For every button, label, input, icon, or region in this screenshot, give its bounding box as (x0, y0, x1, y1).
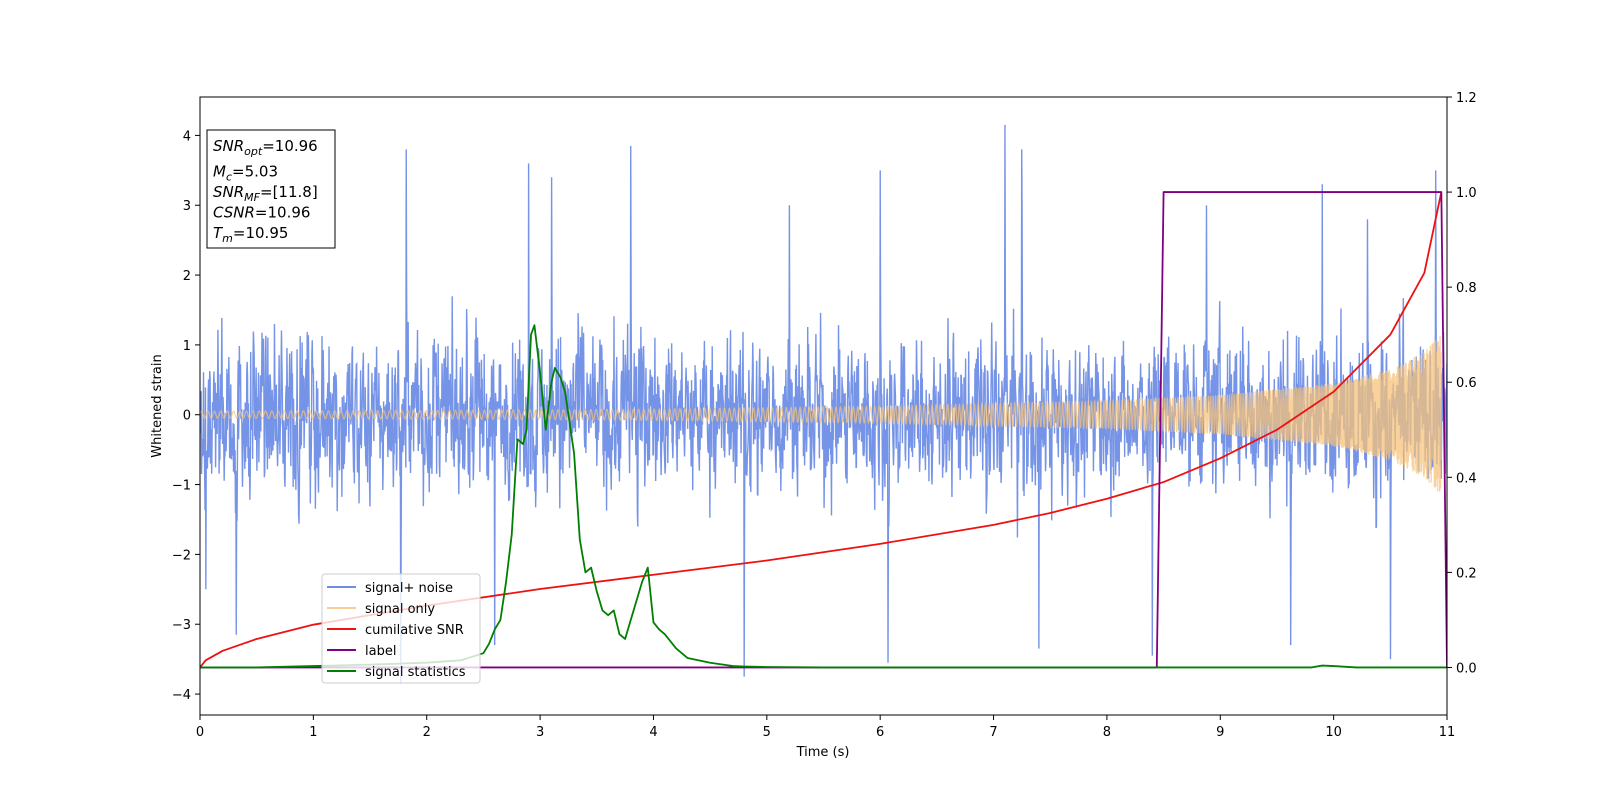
y-right-tick-label: 0.8 (1456, 281, 1477, 296)
y-right-tick-label: 0.4 (1456, 471, 1477, 486)
legend-label: signal only (365, 602, 435, 617)
x-tick-label: 2 (423, 725, 431, 740)
y-axis-left: −4 −3 −2 −1 0 1 2 3 4 (172, 129, 200, 703)
x-tick-label: 6 (876, 725, 884, 740)
info-line: Tm=10.95 (213, 224, 288, 245)
info-line: CSNR=10.96 (213, 204, 310, 222)
x-tick-label: 7 (989, 725, 997, 740)
info-subscript: c (226, 171, 232, 184)
y-left-tick-label: 0 (183, 409, 191, 424)
info-box-frame (206, 129, 336, 249)
legend-label: cumilative SNR (365, 623, 464, 638)
info-symbol: SNR (213, 137, 244, 155)
y-left-tick-label: −4 (172, 688, 191, 703)
x-tick-label: 4 (649, 725, 657, 740)
x-tick-label: 0 (196, 725, 204, 740)
legend-label: label (365, 644, 396, 659)
x-tick-label: 11 (1439, 725, 1456, 740)
x-tick-label: 1 (309, 725, 317, 740)
y-left-tick-label: −1 (172, 479, 191, 494)
y-right-tick-label: 1.2 (1456, 91, 1477, 106)
x-tick-label: 8 (1103, 725, 1111, 740)
info-line: SNRMF=[11.8] (213, 183, 318, 204)
y-right-tick-label: 0.6 (1456, 376, 1477, 391)
info-symbol: SNR (213, 183, 244, 201)
legend-frame (321, 573, 481, 684)
y-left-tick-label: −2 (172, 548, 191, 563)
info-line: SNRopt=10.96 (213, 137, 318, 158)
legend: signal+ noise signal only cumilative SNR la… (321, 573, 481, 684)
y-axis-label: Whitened strain (150, 354, 165, 457)
legend-label: signal statistics (365, 665, 466, 680)
y-left-tick-label: 2 (183, 269, 191, 284)
info-annotation-box: SNRopt=10.96Mc=5.03SNRMF=[11.8]CSNR=10.9… (206, 129, 336, 249)
line-series-group (200, 191, 1447, 669)
x-tick-label: 5 (763, 725, 771, 740)
signal-only-line (200, 335, 1442, 492)
plot-area (200, 124, 1447, 684)
info-value: =10.96 (255, 204, 311, 222)
info-subscript: opt (244, 145, 263, 158)
x-tick-label: 10 (1325, 725, 1342, 740)
x-tick-label: 3 (536, 725, 544, 740)
signal-statistics-line (200, 324, 1447, 669)
y-right-tick-label: 1.0 (1456, 186, 1477, 201)
y-axis-right: 0.0 0.2 0.4 0.6 0.8 1.0 1.2 (1447, 91, 1477, 676)
cumilative-snr-line (200, 191, 1443, 669)
info-subscript: m (222, 232, 233, 245)
x-axis: 0 1 2 3 4 5 6 7 8 9 10 11 (196, 715, 1455, 740)
legend-label: signal+ noise (365, 581, 453, 596)
info-value: =10.96 (262, 137, 318, 155)
info-symbol: T (213, 224, 224, 242)
plot-frame (199, 96, 1448, 716)
x-tick-label: 9 (1216, 725, 1224, 740)
y-right-tick-label: 0.2 (1456, 566, 1477, 581)
info-line: Mc=5.03 (213, 163, 278, 184)
y-left-tick-label: 1 (183, 339, 191, 354)
info-symbol: CSNR (213, 204, 255, 222)
info-value: =5.03 (232, 163, 278, 181)
y-left-tick-label: 4 (183, 129, 191, 144)
info-symbol: M (213, 163, 226, 181)
y-right-tick-label: 0.0 (1456, 661, 1477, 676)
x-axis-label: Time (s) (796, 745, 850, 760)
y-left-tick-label: −3 (172, 618, 191, 633)
signal-only-series (200, 335, 1442, 492)
info-value: =[11.8] (260, 183, 318, 201)
info-value: =10.95 (233, 224, 289, 242)
y-left-tick-label: 3 (183, 199, 191, 214)
info-subscript: MF (244, 191, 260, 204)
